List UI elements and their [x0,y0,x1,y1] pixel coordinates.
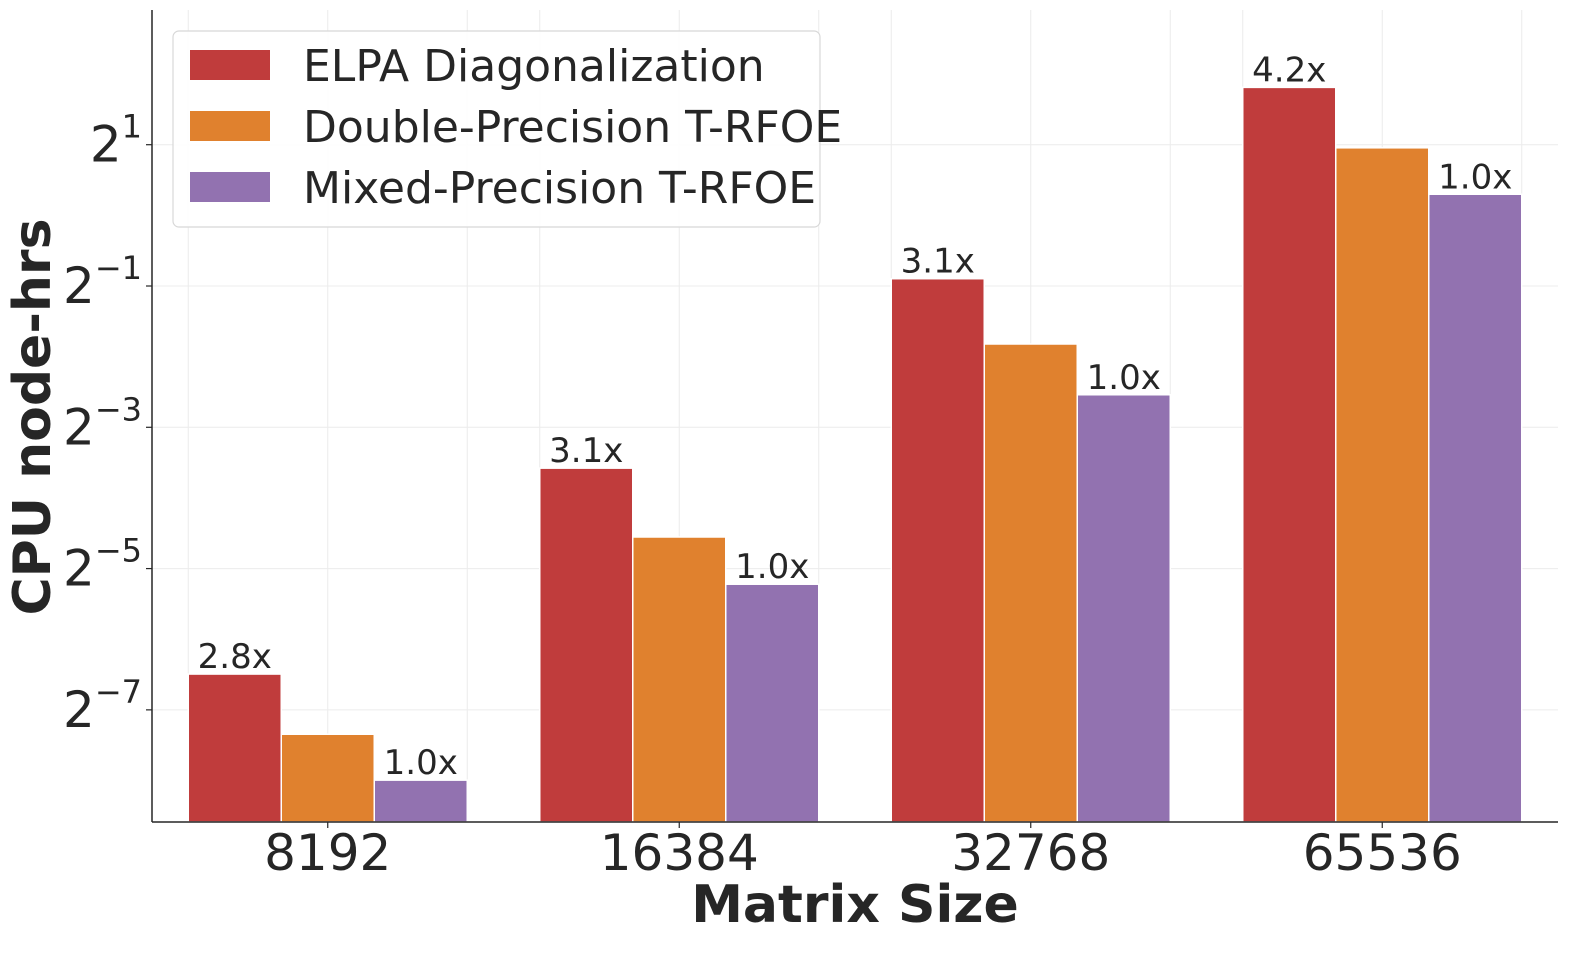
bar-mixed-precision-t-rfoe-65536 [1428,193,1523,823]
bar-double-precision-t-rfoe-16384 [632,536,727,823]
y-tick-base: 2 [90,116,122,174]
bar-mixed-precision-t-rfoe-8192 [373,779,468,823]
bar-elpa-diagonalization-16384 [539,467,634,823]
bar-value-label: 4.2x [1252,50,1326,90]
y-tick-exponent: −7 [95,673,142,711]
bar-value-label: 3.1x [901,242,975,282]
bar-elpa-diagonalization-65536 [1242,86,1337,823]
y-tick-base: 2 [63,398,95,456]
y-tick-exponent: −3 [95,390,142,428]
bar-double-precision-t-rfoe-32768 [983,343,1078,823]
y-tick-base: 2 [63,540,95,598]
bar-value-label: 3.1x [549,431,623,471]
legend-label: Mixed-Precision T-RFOE [303,163,816,214]
y-tick-label: 2−7 [63,673,142,739]
bar-value-label: 1.0x [1087,358,1161,398]
legend-box [172,30,821,228]
axes [146,10,1558,828]
y-tick-label: 2−3 [63,390,142,456]
bar-elpa-diagonalization-32768 [890,277,985,823]
x-tick-label: 32768 [951,824,1110,882]
bar-double-precision-t-rfoe-8192 [280,733,375,823]
legend-label: ELPA Diagonalization [303,41,765,92]
y-tick-label: 2−1 [63,249,142,315]
y-tick-exponent: −5 [95,532,142,570]
bar-mixed-precision-t-rfoe-16384 [725,583,820,823]
bar-value-label: 1.0x [1438,157,1512,197]
x-tick-label: 16384 [600,824,759,882]
bar-elpa-diagonalization-8192 [187,673,282,823]
bar-value-label: 1.0x [735,547,809,587]
x-tick-label: 8192 [264,824,391,882]
x-axis-title: Matrix Size [691,875,1019,935]
y-tick-exponent: 1 [122,108,142,146]
legend: ELPA Diagonalization Double-Precision T-R… [172,30,842,228]
bar-value-label: 1.0x [384,743,458,783]
y-tick-label: 2−5 [63,532,142,598]
bar-labels: 2.8x 3.1x 3.1x 4.2x 1.0x 1.0x 1.0x 1.0x [198,50,1513,783]
y-tick-base: 2 [63,257,95,315]
bars [187,86,1523,823]
y-tick-exponent: −1 [95,249,142,287]
legend-label: Double-Precision T-RFOE [303,102,842,153]
bar-double-precision-t-rfoe-65536 [1335,147,1430,823]
y-tick-label: 21 [90,108,142,174]
bar-value-label: 2.8x [198,637,272,677]
y-tick-base: 2 [63,681,95,739]
bar-mixed-precision-t-rfoe-32768 [1076,394,1171,823]
legend-swatch [190,111,270,141]
y-axis-title: CPU node-hrs [3,218,63,615]
legend-swatch [190,172,270,202]
legend-swatch [190,50,270,80]
x-tick-label: 65536 [1303,824,1462,882]
